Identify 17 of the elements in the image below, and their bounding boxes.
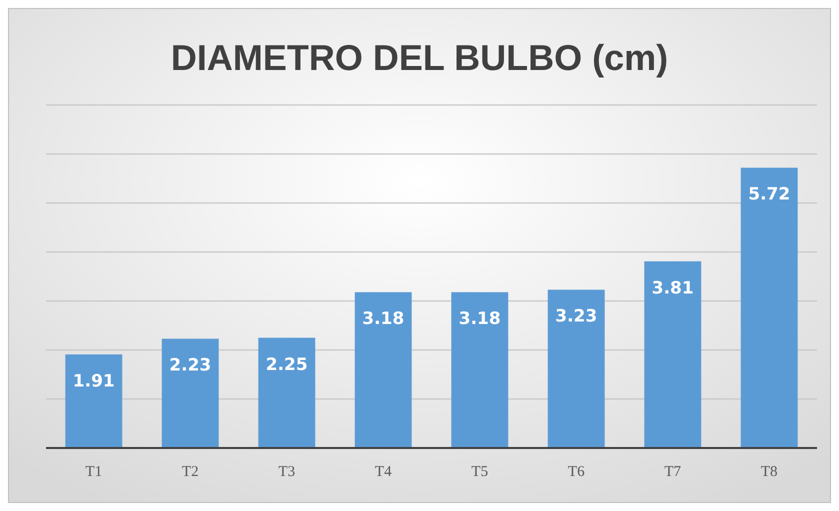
x-tick-label: T1 — [85, 464, 102, 480]
data-label: 3.23 — [555, 306, 598, 327]
chart-title: DIAMETRO DEL BULBO (cm) — [170, 37, 668, 78]
x-tick-label: T5 — [471, 464, 488, 480]
x-tick-label: T4 — [374, 464, 392, 480]
data-label: 3.18 — [362, 309, 404, 330]
x-tick-label: T8 — [760, 464, 778, 480]
data-label: 5.72 — [748, 184, 790, 205]
x-tick-label: T3 — [278, 464, 296, 480]
data-label: 2.23 — [169, 356, 212, 376]
data-label: 3.18 — [458, 309, 501, 330]
data-label: 2.25 — [266, 354, 308, 375]
data-label: 3.81 — [652, 278, 694, 298]
x-tick-label: T7 — [664, 464, 682, 480]
data-label: 1.91 — [72, 371, 115, 392]
x-tick-label: T2 — [182, 464, 199, 480]
x-tick-label: T6 — [568, 464, 586, 480]
